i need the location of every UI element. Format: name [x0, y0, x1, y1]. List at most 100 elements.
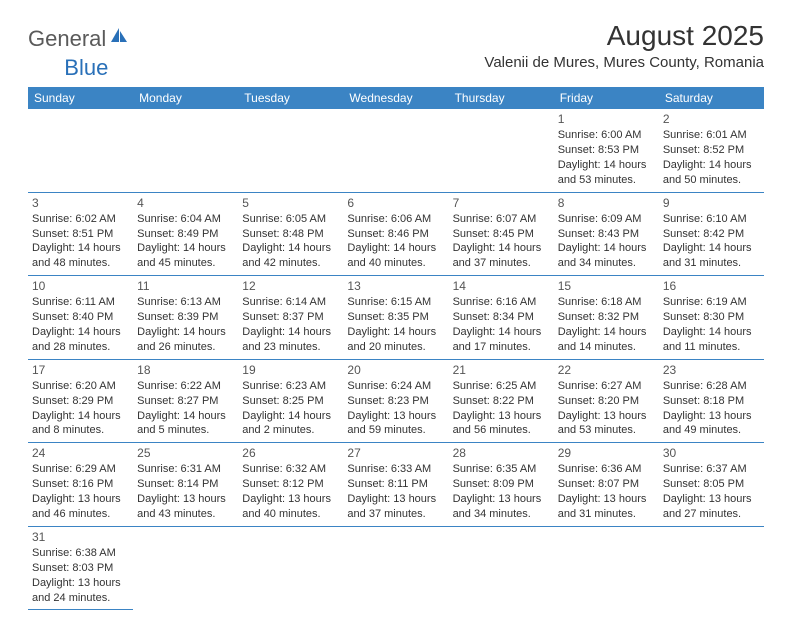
day-number: 5: [242, 195, 339, 211]
calendar-cell: [133, 526, 238, 610]
sunset-text: Sunset: 8:27 PM: [137, 394, 234, 409]
calendar-cell: 6Sunrise: 6:06 AMSunset: 8:46 PMDaylight…: [343, 192, 448, 276]
daylight-text: Daylight: 14 hours: [663, 241, 760, 256]
sunrise-text: Sunrise: 6:11 AM: [32, 295, 129, 310]
daylight-text: Daylight: 14 hours: [137, 325, 234, 340]
sunset-text: Sunset: 8:16 PM: [32, 477, 129, 492]
daylight-text: Daylight: 13 hours: [137, 492, 234, 507]
sunset-text: Sunset: 8:35 PM: [347, 310, 444, 325]
sunset-text: Sunset: 8:51 PM: [32, 227, 129, 242]
sunset-text: Sunset: 8:32 PM: [558, 310, 655, 325]
day-number: 20: [347, 362, 444, 378]
calendar-cell: 7Sunrise: 6:07 AMSunset: 8:45 PMDaylight…: [449, 192, 554, 276]
sunrise-text: Sunrise: 6:19 AM: [663, 295, 760, 310]
daylight-text: and 8 minutes.: [32, 423, 129, 438]
sunrise-text: Sunrise: 6:23 AM: [242, 379, 339, 394]
sunrise-text: Sunrise: 6:31 AM: [137, 462, 234, 477]
daylight-text: Daylight: 13 hours: [242, 492, 339, 507]
calendar-table: SundayMondayTuesdayWednesdayThursdayFrid…: [28, 87, 764, 610]
daylight-text: and 50 minutes.: [663, 173, 760, 188]
sunset-text: Sunset: 8:05 PM: [663, 477, 760, 492]
calendar-cell: 26Sunrise: 6:32 AMSunset: 8:12 PMDayligh…: [238, 443, 343, 527]
daylight-text: Daylight: 13 hours: [558, 409, 655, 424]
day-number: 3: [32, 195, 129, 211]
calendar-cell: 3Sunrise: 6:02 AMSunset: 8:51 PMDaylight…: [28, 192, 133, 276]
sunrise-text: Sunrise: 6:24 AM: [347, 379, 444, 394]
sunrise-text: Sunrise: 6:06 AM: [347, 212, 444, 227]
day-number: 2: [663, 111, 760, 127]
sunset-text: Sunset: 8:49 PM: [137, 227, 234, 242]
daylight-text: and 42 minutes.: [242, 256, 339, 271]
daylight-text: and 31 minutes.: [558, 507, 655, 522]
weekday-header: Monday: [133, 87, 238, 109]
sunset-text: Sunset: 8:52 PM: [663, 143, 760, 158]
calendar-cell: 24Sunrise: 6:29 AMSunset: 8:16 PMDayligh…: [28, 443, 133, 527]
sunset-text: Sunset: 8:29 PM: [32, 394, 129, 409]
sunset-text: Sunset: 8:14 PM: [137, 477, 234, 492]
daylight-text: Daylight: 14 hours: [137, 409, 234, 424]
daylight-text: and 23 minutes.: [242, 340, 339, 355]
calendar-cell: 17Sunrise: 6:20 AMSunset: 8:29 PMDayligh…: [28, 359, 133, 443]
sunset-text: Sunset: 8:11 PM: [347, 477, 444, 492]
daylight-text: and 46 minutes.: [32, 507, 129, 522]
day-number: 15: [558, 278, 655, 294]
daylight-text: Daylight: 14 hours: [242, 325, 339, 340]
daylight-text: Daylight: 14 hours: [347, 241, 444, 256]
sunrise-text: Sunrise: 6:36 AM: [558, 462, 655, 477]
day-number: 30: [663, 445, 760, 461]
daylight-text: and 2 minutes.: [242, 423, 339, 438]
day-number: 11: [137, 278, 234, 294]
daylight-text: Daylight: 13 hours: [558, 492, 655, 507]
calendar-cell: [343, 109, 448, 192]
daylight-text: and 53 minutes.: [558, 423, 655, 438]
daylight-text: Daylight: 14 hours: [137, 241, 234, 256]
calendar-cell: 4Sunrise: 6:04 AMSunset: 8:49 PMDaylight…: [133, 192, 238, 276]
daylight-text: and 26 minutes.: [137, 340, 234, 355]
sunrise-text: Sunrise: 6:13 AM: [137, 295, 234, 310]
calendar-cell: [449, 526, 554, 610]
sunset-text: Sunset: 8:46 PM: [347, 227, 444, 242]
daylight-text: and 37 minutes.: [453, 256, 550, 271]
calendar-cell: [659, 526, 764, 610]
calendar-cell: 23Sunrise: 6:28 AMSunset: 8:18 PMDayligh…: [659, 359, 764, 443]
daylight-text: Daylight: 13 hours: [347, 409, 444, 424]
sunset-text: Sunset: 8:22 PM: [453, 394, 550, 409]
weekday-header: Tuesday: [238, 87, 343, 109]
month-title: August 2025: [484, 20, 764, 52]
daylight-text: and 56 minutes.: [453, 423, 550, 438]
daylight-text: and 53 minutes.: [558, 173, 655, 188]
sunrise-text: Sunrise: 6:35 AM: [453, 462, 550, 477]
daylight-text: Daylight: 14 hours: [663, 158, 760, 173]
daylight-text: Daylight: 14 hours: [242, 409, 339, 424]
sunrise-text: Sunrise: 6:01 AM: [663, 128, 760, 143]
sunset-text: Sunset: 8:48 PM: [242, 227, 339, 242]
sunset-text: Sunset: 8:18 PM: [663, 394, 760, 409]
day-number: 24: [32, 445, 129, 461]
sunrise-text: Sunrise: 6:09 AM: [558, 212, 655, 227]
calendar-row: 3Sunrise: 6:02 AMSunset: 8:51 PMDaylight…: [28, 192, 764, 276]
daylight-text: Daylight: 13 hours: [32, 576, 129, 591]
sunset-text: Sunset: 8:45 PM: [453, 227, 550, 242]
daylight-text: and 40 minutes.: [347, 256, 444, 271]
day-number: 8: [558, 195, 655, 211]
day-number: 10: [32, 278, 129, 294]
daylight-text: Daylight: 13 hours: [453, 409, 550, 424]
calendar-cell: 12Sunrise: 6:14 AMSunset: 8:37 PMDayligh…: [238, 276, 343, 360]
daylight-text: and 48 minutes.: [32, 256, 129, 271]
sunrise-text: Sunrise: 6:29 AM: [32, 462, 129, 477]
daylight-text: Daylight: 14 hours: [32, 325, 129, 340]
daylight-text: and 5 minutes.: [137, 423, 234, 438]
weekday-header: Thursday: [449, 87, 554, 109]
daylight-text: and 43 minutes.: [137, 507, 234, 522]
calendar-cell: [449, 109, 554, 192]
sunrise-text: Sunrise: 6:20 AM: [32, 379, 129, 394]
weekday-header-row: SundayMondayTuesdayWednesdayThursdayFrid…: [28, 87, 764, 109]
day-number: 1: [558, 111, 655, 127]
day-number: 31: [32, 529, 129, 545]
calendar-cell: 27Sunrise: 6:33 AMSunset: 8:11 PMDayligh…: [343, 443, 448, 527]
sunset-text: Sunset: 8:09 PM: [453, 477, 550, 492]
day-number: 22: [558, 362, 655, 378]
day-number: 29: [558, 445, 655, 461]
sunset-text: Sunset: 8:12 PM: [242, 477, 339, 492]
day-number: 16: [663, 278, 760, 294]
